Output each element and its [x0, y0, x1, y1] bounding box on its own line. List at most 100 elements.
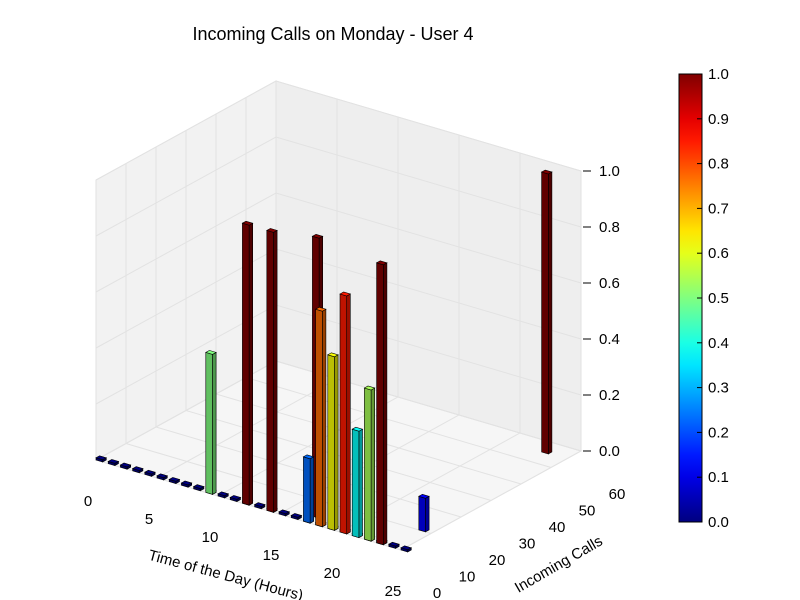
bar-top-face	[388, 541, 400, 547]
bar-top-face	[119, 462, 132, 468]
y-tick-label: 10	[459, 569, 476, 586]
bar	[290, 513, 303, 521]
x-tick-label: 10	[202, 529, 219, 546]
bar	[119, 462, 132, 470]
bar-side-face	[382, 262, 388, 546]
bar	[339, 291, 352, 535]
bar-top-face	[131, 466, 144, 471]
bar-top-face	[351, 426, 364, 432]
bar-side-face	[212, 351, 217, 495]
bar	[400, 545, 413, 553]
bar-top-face	[107, 459, 120, 464]
bar-front-face	[315, 308, 323, 528]
bar-top-face	[363, 385, 376, 391]
bar-top-face	[144, 469, 156, 475]
y-tick-label: 30	[519, 536, 536, 553]
bar-top-face	[156, 473, 169, 479]
bar-top-face	[180, 480, 193, 486]
z-tick-label: 0.6	[599, 275, 620, 292]
bar-front-face	[242, 222, 250, 506]
bar-top-face	[266, 228, 278, 233]
colorbar-tick-label: 0.9	[708, 111, 729, 128]
bar	[278, 509, 291, 517]
bar-top-face	[327, 352, 339, 358]
bar	[418, 493, 430, 533]
bar	[327, 352, 339, 531]
bar-top-face	[302, 454, 315, 460]
bar-top-face	[217, 491, 230, 497]
bar	[388, 541, 400, 549]
bar-top-face	[95, 455, 108, 461]
bar-top-face	[278, 509, 291, 515]
z-tick-label: 0.4	[599, 331, 620, 348]
bar	[314, 306, 327, 528]
bar-side-face	[346, 293, 351, 535]
x-tick-label: 5	[145, 511, 153, 528]
colorbar-tick-label: 0.0	[708, 514, 729, 531]
z-tick-label: 1.0	[599, 163, 620, 180]
bar	[107, 459, 120, 467]
colorbar-tick-label: 0.6	[708, 245, 729, 262]
bar	[229, 495, 242, 503]
colorbar-tick-label: 0.5	[708, 290, 729, 307]
bar	[156, 473, 169, 481]
colorbar-tick-label: 0.2	[708, 424, 729, 441]
bar-front-face	[339, 293, 348, 535]
bar	[217, 491, 230, 499]
axes-panes	[94, 80, 583, 551]
colorbar-tick-label: 0.4	[708, 335, 729, 352]
bar-front-face	[205, 351, 213, 495]
colorbar-tick-label: 0.7	[708, 200, 729, 217]
bar-side-face	[358, 428, 363, 539]
x-tick-label: 25	[385, 583, 402, 600]
bar-top-face	[241, 220, 254, 226]
bar	[302, 454, 315, 524]
bar	[180, 480, 193, 488]
bar-side-face	[309, 456, 315, 524]
y-tick-label: 40	[549, 519, 566, 536]
bar	[540, 169, 553, 455]
bar-top-face	[168, 477, 181, 482]
z-tick-label: 0.0	[599, 443, 620, 460]
bar-front-face	[266, 229, 274, 513]
bar	[168, 477, 181, 485]
colorbar-tick-label: 0.3	[708, 380, 729, 397]
bar-top-face	[400, 545, 413, 551]
bar	[131, 466, 144, 474]
bar	[144, 469, 156, 477]
bar-front-face	[303, 456, 311, 524]
bar-front-face	[541, 171, 549, 455]
bar-front-face	[351, 428, 360, 539]
y-tick-label: 20	[489, 552, 506, 569]
bar-top-face	[229, 495, 242, 500]
bar	[192, 484, 205, 492]
bar-side-face	[370, 387, 376, 542]
bar	[351, 426, 364, 539]
z-grid-line	[95, 192, 582, 293]
bar-top-face	[540, 169, 553, 175]
z-grid-line	[95, 136, 582, 237]
bar	[253, 502, 266, 510]
z-grid-line	[95, 80, 582, 181]
bar	[95, 455, 108, 463]
bar-side-face	[334, 354, 339, 531]
y-tick-label: 0	[433, 585, 441, 600]
bar-top-face	[290, 513, 303, 518]
bar-side-face	[248, 222, 253, 506]
bar-top-face	[339, 291, 352, 297]
bar-top-face	[375, 260, 388, 266]
bar-side-face	[547, 171, 553, 455]
chart-title: Incoming Calls on Monday - User 4	[192, 24, 473, 44]
x-tick-label: 15	[263, 547, 280, 564]
bar	[375, 260, 388, 546]
y-tick-label: 60	[609, 486, 626, 503]
bar-top-face	[205, 350, 217, 355]
colorbar-tick-label: 0.8	[708, 156, 729, 173]
x-tick-label: 20	[324, 565, 341, 582]
bar-side-face	[321, 308, 327, 528]
bar-top-face	[314, 306, 327, 312]
colorbar-tick-label: 1.0	[708, 66, 729, 83]
bars	[95, 169, 553, 553]
colorbar-tick-label: 0.1	[708, 469, 729, 486]
x-tick-label: 0	[84, 493, 92, 510]
